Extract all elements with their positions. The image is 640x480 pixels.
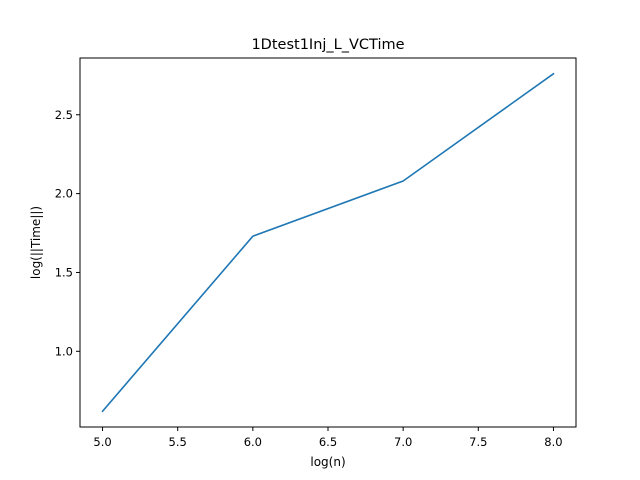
x-tick-label: 6.5 bbox=[319, 435, 337, 449]
x-axis: 5.0 5.5 6.0 6.5 7.0 7.5 8.0 bbox=[93, 427, 563, 449]
x-tick-label: 6.0 bbox=[244, 435, 262, 449]
y-tick-label: 2.5 bbox=[55, 108, 73, 122]
plot-area bbox=[101, 72, 555, 413]
x-tick-label: 8.0 bbox=[544, 435, 562, 449]
y-axis: 1.0 1.5 2.0 2.5 bbox=[55, 108, 80, 358]
series-line bbox=[101, 72, 555, 413]
y-axis-label: log(||Time||) bbox=[29, 206, 43, 279]
chart-title: 1Dtest1Inj_L_VCTime bbox=[251, 37, 404, 53]
x-tick-label: 7.5 bbox=[469, 435, 487, 449]
x-tick-label: 5.5 bbox=[169, 435, 187, 449]
y-tick-label: 1.0 bbox=[55, 344, 73, 358]
x-tick-label: 7.0 bbox=[394, 435, 412, 449]
y-tick-label: 1.5 bbox=[55, 265, 73, 279]
x-tick-label: 5.0 bbox=[93, 435, 111, 449]
plot-frame bbox=[79, 57, 577, 428]
x-axis-label: log(n) bbox=[310, 455, 345, 469]
y-tick-label: 2.0 bbox=[55, 187, 73, 201]
